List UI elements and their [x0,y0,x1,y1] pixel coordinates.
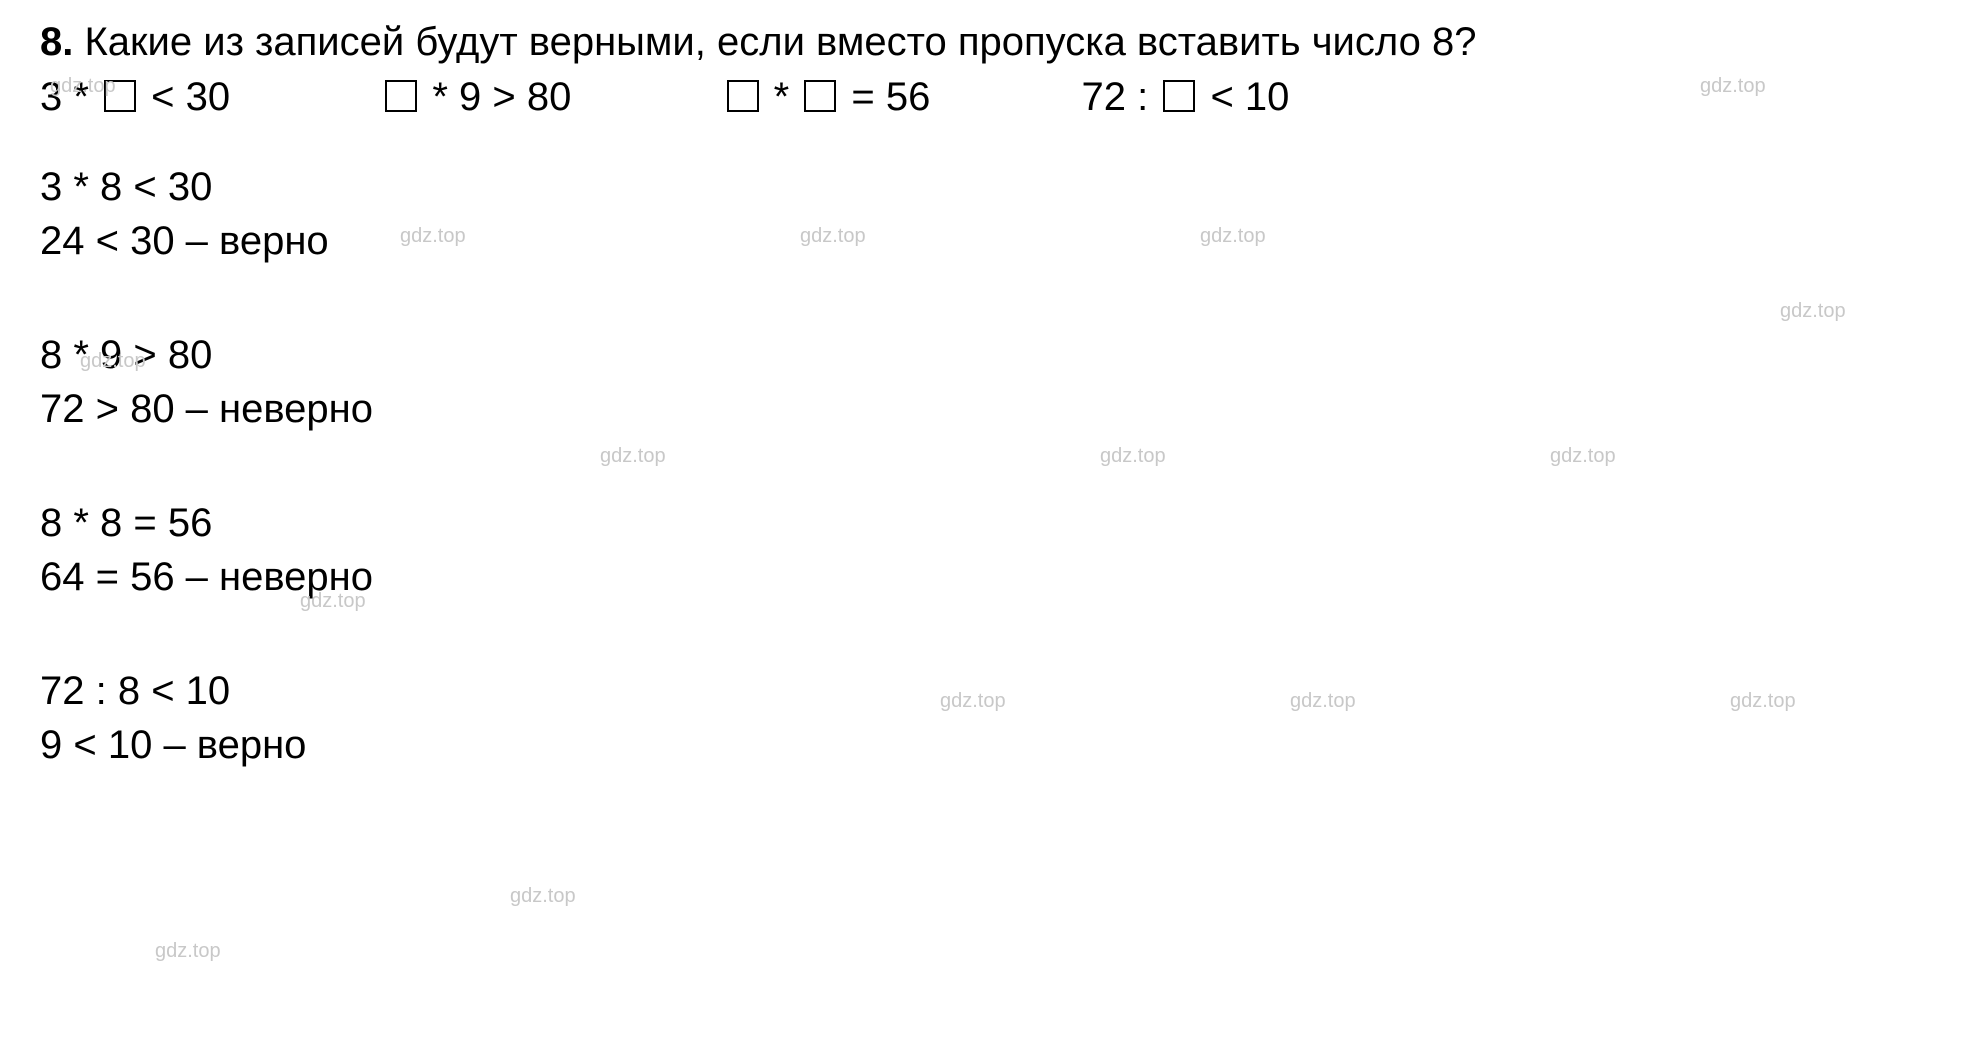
solution-line: 24 < 30 – верно [40,214,1937,268]
expression-1: 3 * < 30 [40,75,230,120]
expr4-before: 72 : [1082,75,1160,119]
expr1-after: < 30 [140,75,230,119]
question-text: Какие из записей будут верными, если вме… [84,20,1476,64]
expr2-after: * 9 > 80 [421,75,571,119]
expression-2: * 9 > 80 [381,75,571,120]
blank-box [727,80,759,112]
watermark: gdz.top [510,885,576,908]
expressions-row: 3 * < 30 * 9 > 80 * = 56 72 : < 10 [40,73,1937,120]
solution-block: 8 * 8 = 5664 = 56 – неверно [40,496,1937,604]
solution-line: 8 * 9 > 80 [40,328,1937,382]
expression-4: 72 : < 10 [1082,75,1290,120]
watermark: gdz.top [155,940,221,963]
solution-line: 3 * 8 < 30 [40,160,1937,214]
solution-block: 3 * 8 < 3024 < 30 – верно [40,160,1937,268]
blank-box [104,80,136,112]
solution-block: 8 * 9 > 8072 > 80 – неверно [40,328,1937,436]
question-number: 8. [40,20,73,64]
expr4-after: < 10 [1199,75,1289,119]
solution-block: 72 : 8 < 109 < 10 – верно [40,664,1937,772]
solution-line: 72 : 8 < 10 [40,664,1937,718]
blank-box [804,80,836,112]
expr3-after: = 56 [840,75,930,119]
solution-blocks: 3 * 8 < 3024 < 30 – верно 8 * 9 > 8072 > … [40,160,1937,772]
expression-3: * = 56 [723,75,931,120]
blank-box [1163,80,1195,112]
blank-box [385,80,417,112]
solution-line: 72 > 80 – неверно [40,382,1937,436]
solution-line: 64 = 56 – неверно [40,550,1937,604]
expr3-mid: * [763,75,801,119]
solution-line: 9 < 10 – верно [40,718,1937,772]
solution-line: 8 * 8 = 56 [40,496,1937,550]
expr1-before: 3 * [40,75,100,119]
question: 8. Какие из записей будут верными, если … [40,20,1937,65]
